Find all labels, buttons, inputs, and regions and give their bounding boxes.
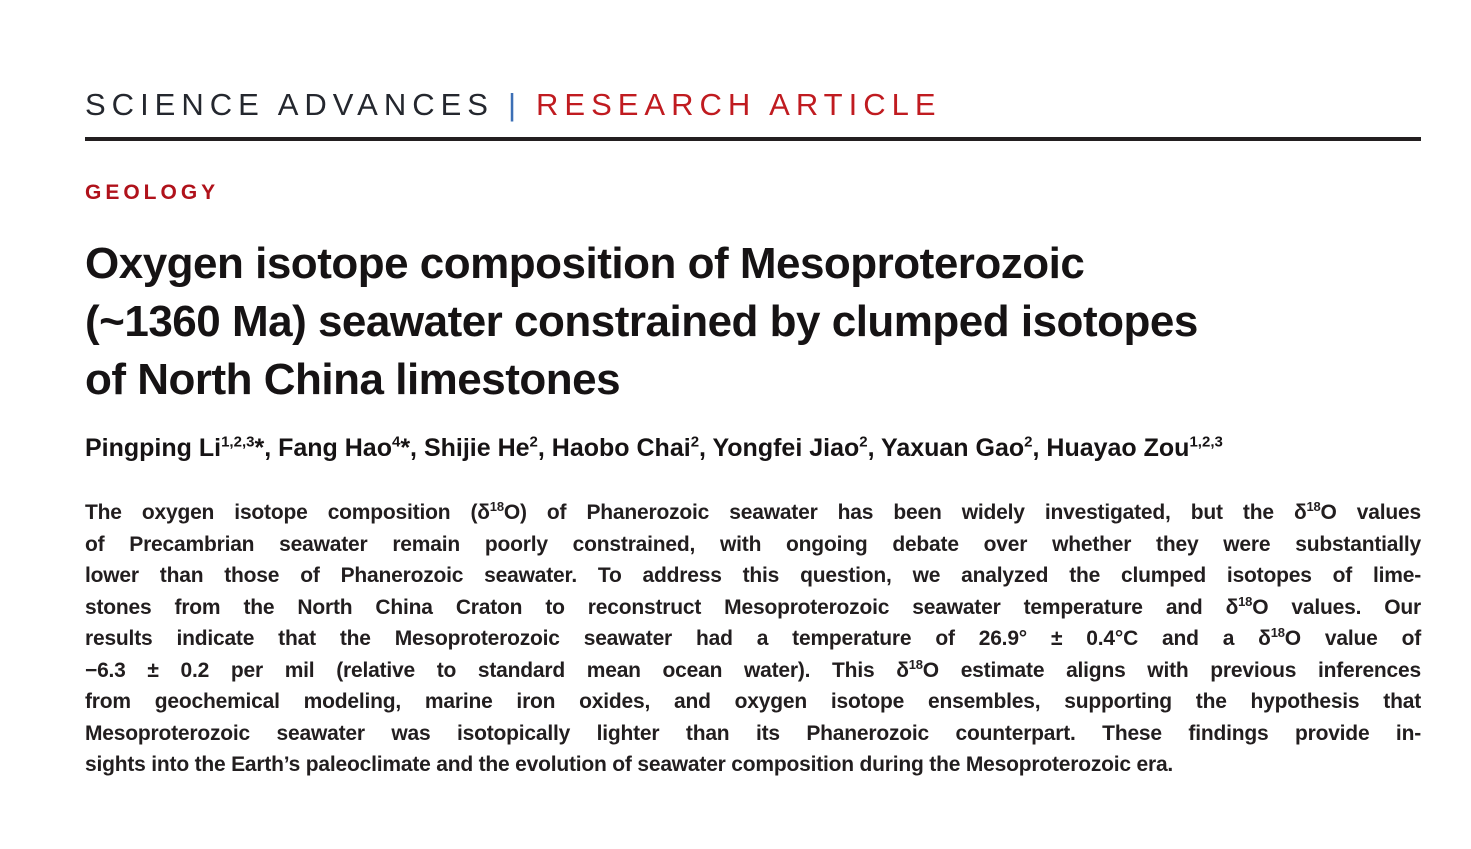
abstract-line: stones from the North China Craton to re… (85, 593, 1422, 619)
article-title-line: of North China limestones (85, 355, 621, 404)
masthead-rule (85, 137, 1421, 141)
abstract-line: from geochemical modeling, marine iron o… (85, 690, 1421, 713)
abstract-line: of Precambrian seawater remain poorly co… (85, 532, 1421, 556)
abstract-line: −6.3 ± 0.2 per mil (relative to standard… (85, 656, 1421, 682)
abstract-line: Mesoproterozoic seawater was isotopicall… (85, 721, 1421, 745)
abstract: The oxygen isotope composition (δ18O) of… (85, 497, 1421, 781)
abstract-line: lower than those of Phanerozoic seawater… (85, 564, 1421, 587)
abstract-line: sights into the Earth’s paleoclimate and… (85, 753, 1174, 776)
article-title-line: Oxygen isotope composition of Mesoproter… (85, 239, 1085, 288)
masthead: SCIENCE ADVANCES | RESEARCH ARTICLE (85, 86, 1421, 124)
abstract-line: The oxygen isotope composition (δ18O) of… (85, 499, 1421, 524)
journal-name: SCIENCE ADVANCES (85, 87, 494, 122)
section-label: GEOLOGY (85, 181, 220, 204)
article-title-line: (~1360 Ma) seawater constrained by clump… (85, 297, 1198, 346)
masthead-separator: | (507, 87, 523, 122)
article-title: Oxygen isotope composition of Mesoproter… (85, 235, 1421, 409)
authors-line: Pingping Li1,2,3*, Fang Hao4*, Shijie He… (85, 433, 1223, 462)
article-type-label: RESEARCH ARTICLE (536, 87, 942, 122)
abstract-line: results indicate that the Mesoproterozoi… (85, 625, 1421, 650)
